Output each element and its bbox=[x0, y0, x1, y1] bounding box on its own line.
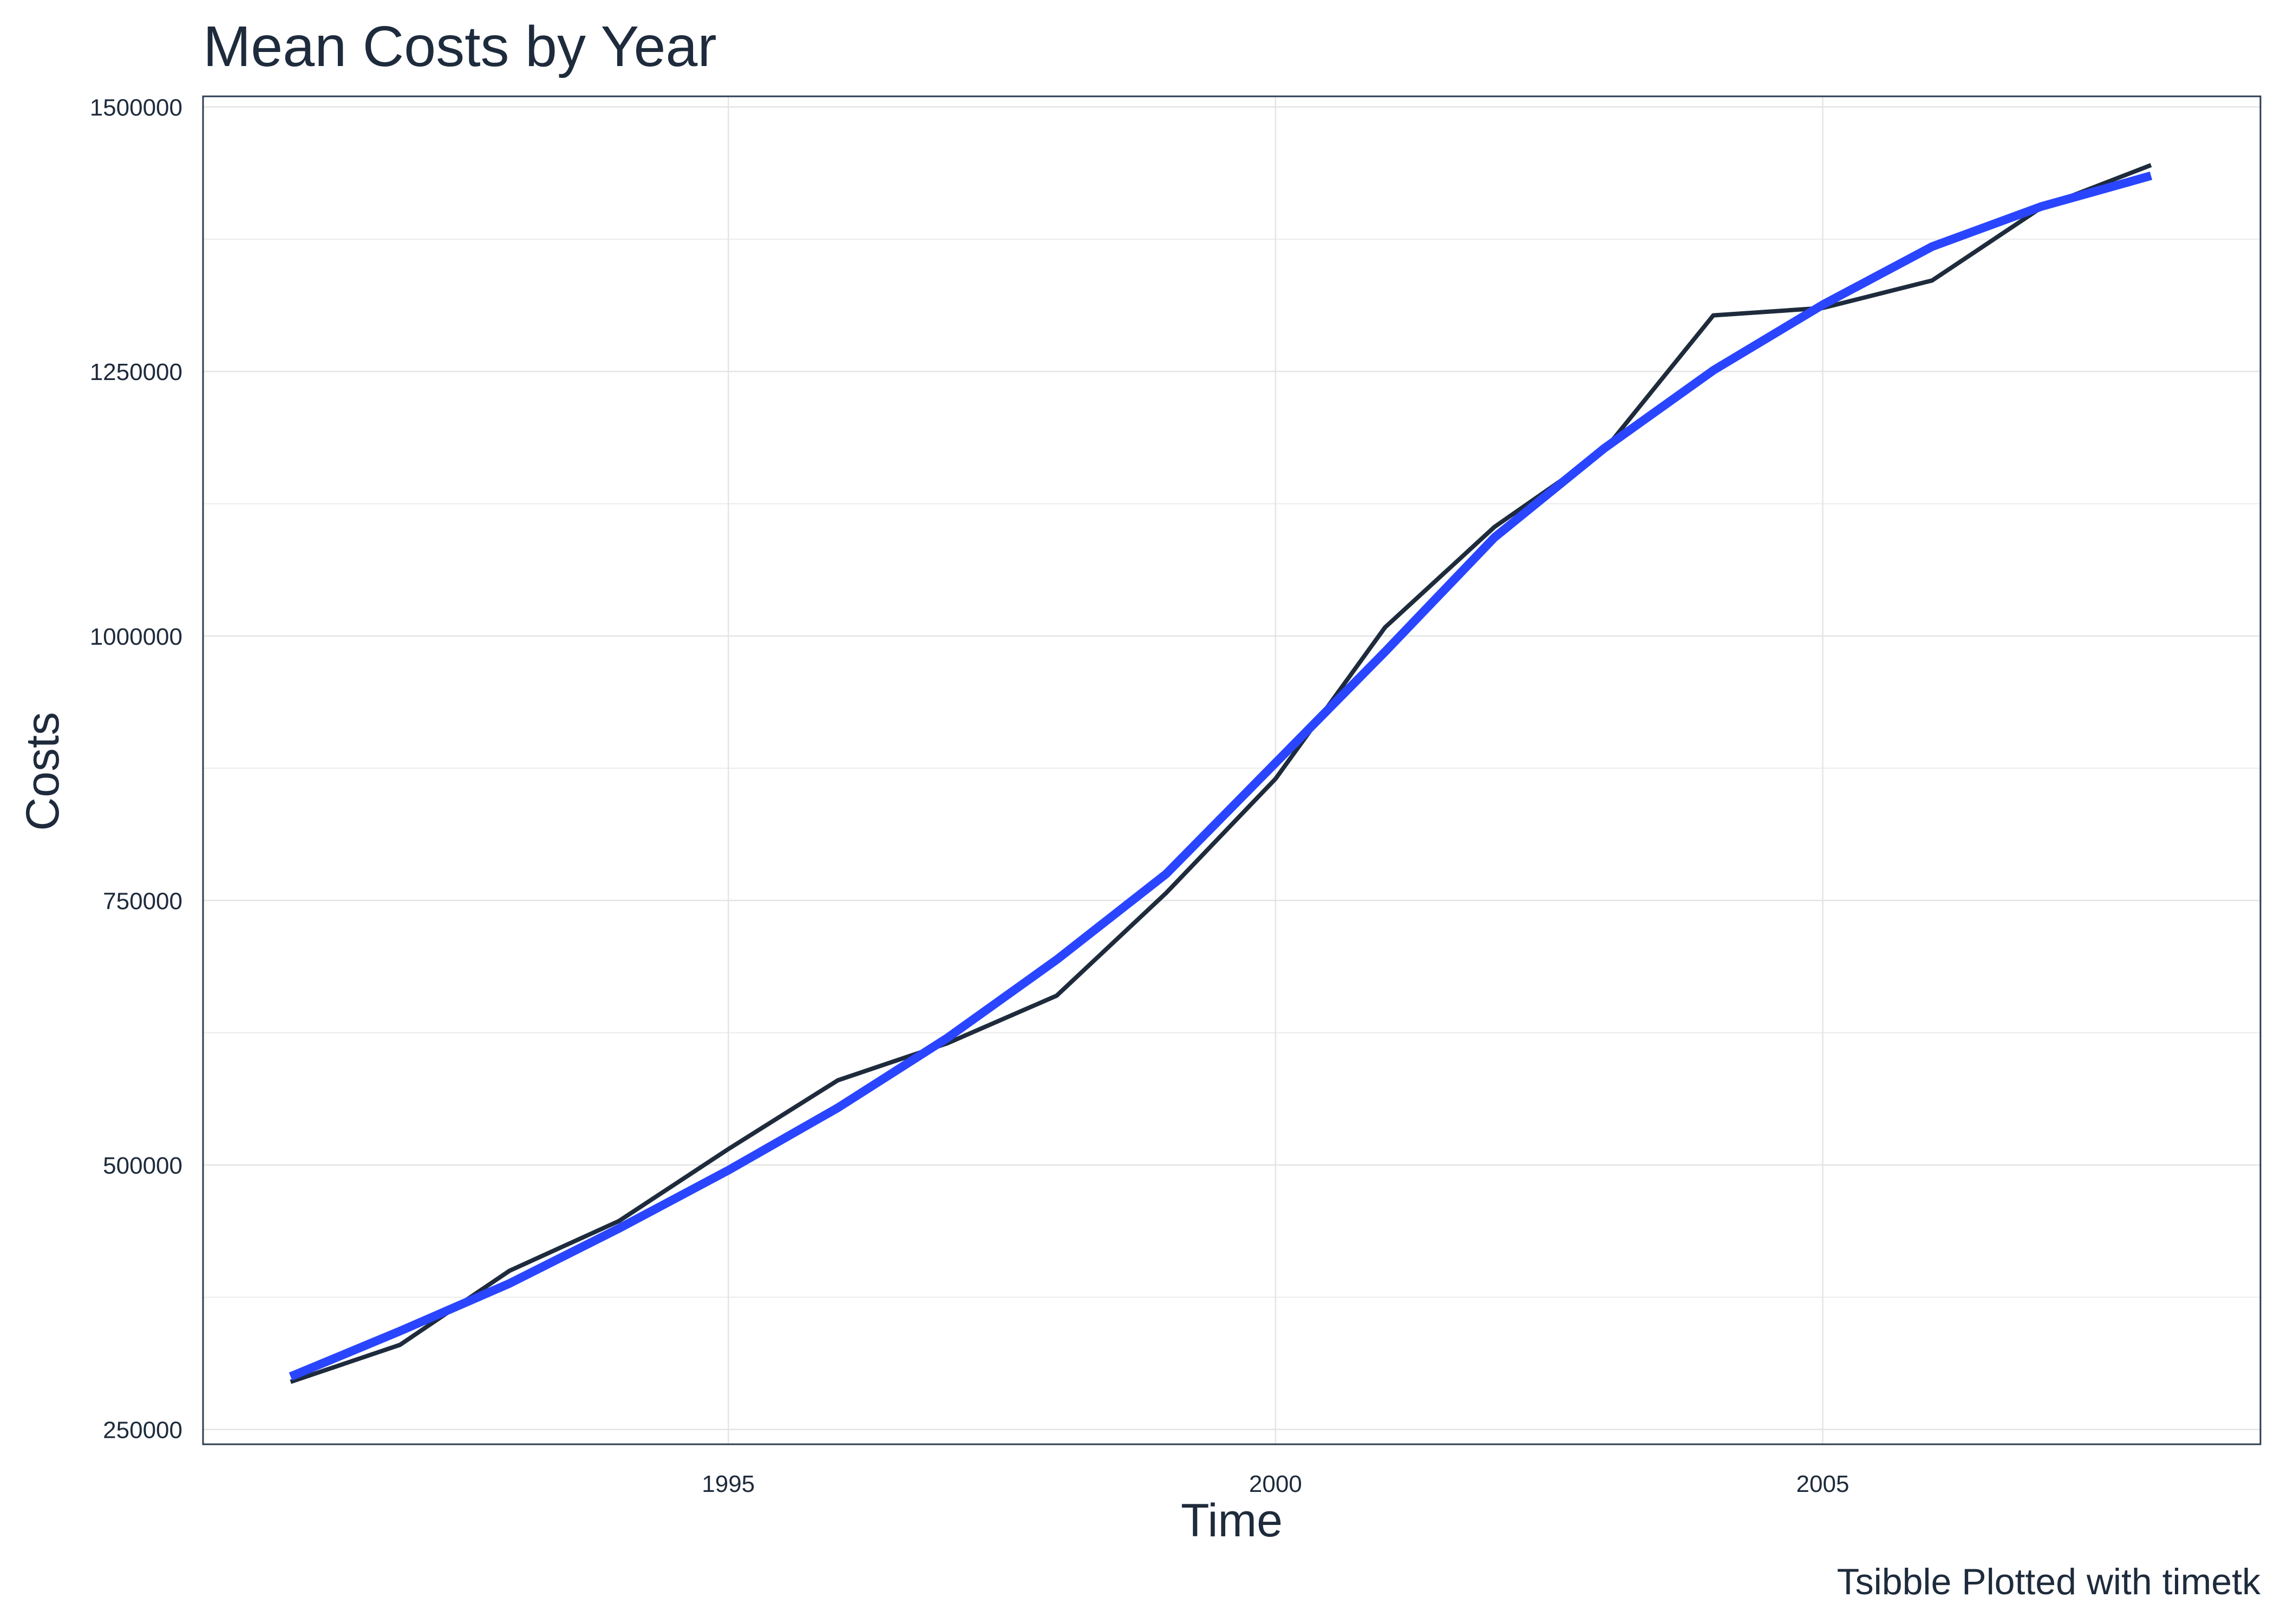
series-layer bbox=[289, 163, 2153, 1384]
plot-panel-border bbox=[202, 95, 2262, 1445]
x-tick-label: 2000 bbox=[1249, 1471, 1302, 1497]
grid-lines bbox=[203, 96, 2260, 1444]
x-tick-label: 1995 bbox=[702, 1471, 755, 1497]
y-tick-label: 750000 bbox=[103, 888, 182, 914]
x-axis-title: Time bbox=[1181, 1495, 1283, 1547]
x-tick-label: 2005 bbox=[1796, 1471, 1850, 1497]
y-tick-label: 500000 bbox=[103, 1152, 182, 1179]
y-axis-ticks: 250000 500000 750000 1000000 1250000 1500000 bbox=[90, 95, 182, 1444]
chart-caption: Tsibble Plotted with timetk bbox=[1837, 1561, 2261, 1602]
chart-title: Mean Costs by Year bbox=[203, 15, 717, 78]
y-tick-label: 1250000 bbox=[90, 359, 182, 385]
observed-series-line bbox=[290, 163, 2152, 1384]
y-tick-label: 250000 bbox=[103, 1417, 182, 1444]
x-axis-ticks: 1995 2000 2005 bbox=[702, 1471, 1849, 1497]
smoother-series-line bbox=[289, 171, 2153, 1381]
y-tick-label: 1000000 bbox=[90, 624, 182, 650]
y-axis-title: Costs bbox=[17, 712, 69, 831]
y-tick-label: 1500000 bbox=[90, 95, 182, 121]
